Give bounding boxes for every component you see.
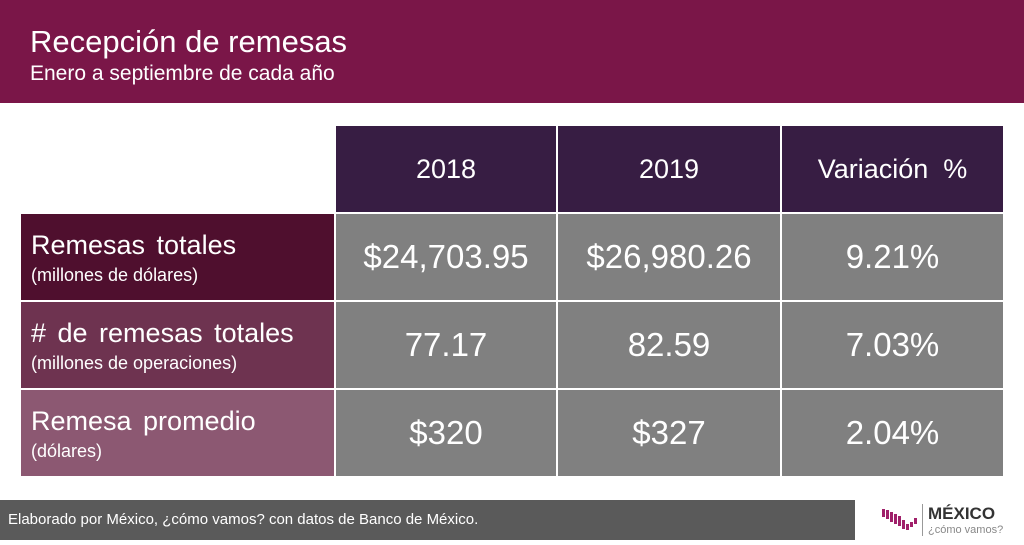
table-cell: 7.03% [782, 302, 1003, 388]
row-label-sub: (millones de operaciones) [31, 353, 238, 373]
source-footer: Elaborado por México, ¿cómo vamos? con d… [0, 500, 855, 540]
row-label-sub: (millones de dólares) [31, 265, 199, 285]
table-cell: 77.17 [336, 302, 556, 388]
table-cell: $24,703.95 [336, 214, 556, 300]
logo-sub-text: ¿cómo vamos? [928, 524, 1004, 536]
table-cell: 9.21% [782, 214, 1003, 300]
table-cell: 2.04% [782, 390, 1003, 476]
table-cell: $320 [336, 390, 556, 476]
row-label-remesas-totales: Remesas totales (millones de dólares) [21, 214, 334, 300]
row-label-main: Remesas totales [31, 230, 237, 260]
table-cell: $327 [558, 390, 780, 476]
row-label-numero-remesas: # de remesas totales (millones de operaci… [21, 302, 334, 388]
column-header-2018: 2018 [336, 126, 556, 212]
page-subtitle: Enero a septiembre de cada año [30, 62, 335, 85]
table-cell: 82.59 [558, 302, 780, 388]
title-banner: Recepción de remesas Enero a septiembre … [0, 0, 1024, 103]
page-title: Recepción de remesas [30, 24, 348, 59]
mexico-como-vamos-logo: MÉXICO ¿cómo vamos? [880, 500, 1020, 540]
row-label-main: # de remesas totales [31, 318, 294, 348]
column-header-variation: Variación % [782, 126, 1003, 212]
row-label-main: Remesa promedio [31, 406, 256, 436]
column-header-2019: 2019 [558, 126, 780, 212]
logo-main-text: MÉXICO [928, 504, 996, 523]
logo-bars-icon [882, 509, 917, 530]
row-label-remesa-promedio: Remesa promedio (dólares) [21, 390, 334, 476]
table-cell: $26,980.26 [558, 214, 780, 300]
row-label-sub: (dólares) [31, 441, 103, 461]
